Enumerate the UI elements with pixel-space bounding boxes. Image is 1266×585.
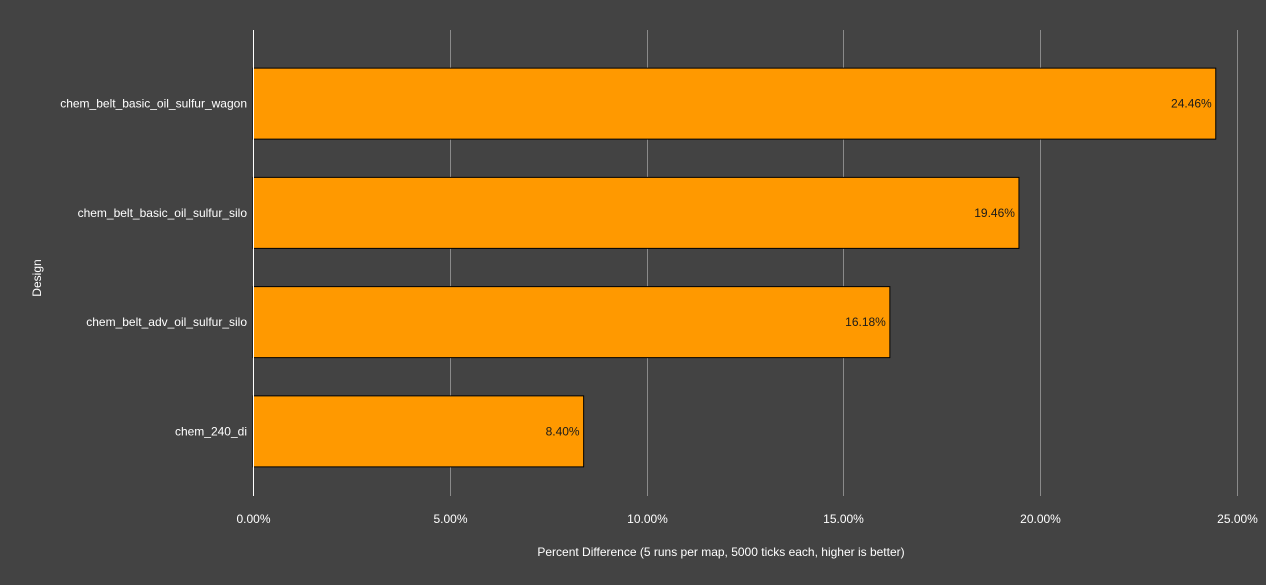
- data-label: 16.18%: [845, 315, 886, 329]
- y-tick-label: chem_240_di: [175, 424, 247, 438]
- y-tick-label: chem_belt_basic_oil_sulfur_wagon: [60, 97, 247, 111]
- y-tick-label: chem_belt_basic_oil_sulfur_silo: [78, 206, 248, 220]
- bar: [252, 286, 891, 359]
- bar: [252, 176, 1020, 249]
- x-tick-label: 20.00%: [1020, 512, 1061, 526]
- y-axis-title: Design: [30, 259, 44, 296]
- bar: [252, 67, 1217, 140]
- x-tick-label: 10.00%: [627, 512, 668, 526]
- data-label: 8.40%: [546, 424, 580, 438]
- bars: [252, 67, 1217, 468]
- labels: 0.00% 5.00% 10.00% 15.00% 20.00% 25.00% chem_b…: [60, 97, 1258, 526]
- data-label: 24.46%: [1171, 97, 1212, 111]
- x-tick-label: 5.00%: [433, 512, 467, 526]
- x-tick-label: 15.00%: [823, 512, 864, 526]
- y-tick-label: chem_belt_adv_oil_sulfur_silo: [86, 315, 247, 329]
- data-label: 19.46%: [974, 206, 1015, 220]
- x-axis-title: Percent Difference (5 runs per map, 5000…: [537, 545, 904, 559]
- x-tick-label: 0.00%: [236, 512, 270, 526]
- x-tick-label: 25.00%: [1217, 512, 1258, 526]
- bar: [252, 395, 585, 468]
